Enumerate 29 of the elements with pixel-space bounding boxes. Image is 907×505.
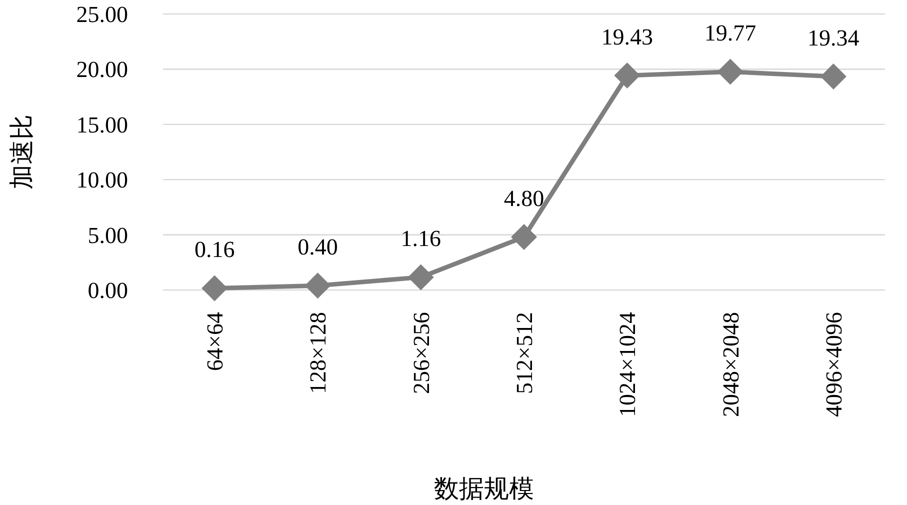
data-label: 19.77	[704, 20, 756, 46]
y-tick-label: 20.00	[76, 57, 128, 82]
y-tick-label: 15.00	[76, 112, 128, 138]
x-tick-label: 4096×4096	[821, 312, 846, 417]
x-tick-label: 1024×1024	[615, 312, 640, 417]
point	[202, 275, 228, 302]
point	[820, 63, 846, 90]
x-tick-label: 256×256	[408, 312, 434, 394]
data-label: 4.80	[504, 186, 544, 212]
data-label: 1.16	[400, 226, 441, 252]
x-tick-label: 2048×2048	[718, 312, 744, 417]
data-label: 0.16	[194, 237, 235, 262]
point	[408, 264, 434, 290]
x-tick-label: 128×128	[306, 312, 331, 394]
point	[304, 272, 331, 299]
y-tick-label: 25.00	[76, 2, 128, 27]
x-axis-title: 数据规模	[434, 476, 534, 503]
x-tick-label: 512×512	[512, 312, 537, 394]
data-label: 19.34	[808, 25, 860, 50]
point	[717, 58, 744, 85]
y-tick-label: 10.00	[76, 168, 128, 193]
y-axis-title: 加速比	[9, 114, 36, 190]
data-label: 19.43	[601, 24, 654, 50]
y-tick-label: 0.00	[88, 278, 128, 303]
x-tick-label: 64×64	[202, 312, 228, 371]
data-label: 0.40	[298, 234, 338, 260]
y-tick-label: 5.00	[88, 222, 128, 248]
point	[511, 224, 537, 250]
point	[614, 62, 640, 88]
